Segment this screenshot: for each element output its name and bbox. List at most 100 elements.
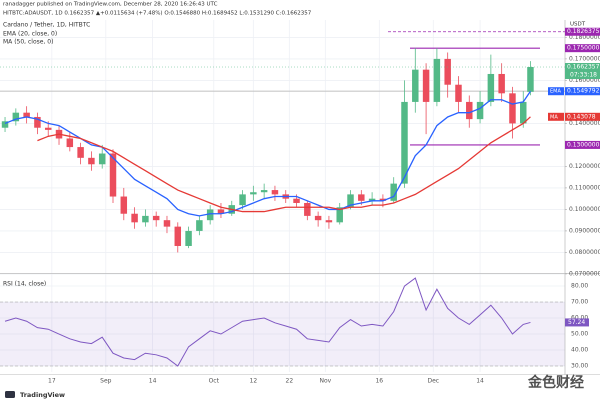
candle-body	[174, 226, 182, 246]
indicator-value-box	[565, 87, 600, 96]
legend-ema: EMA (20, close, 0)	[3, 31, 57, 38]
rsi-tick-label: 70.00	[571, 299, 588, 306]
candle-body	[336, 207, 343, 223]
candle-body	[66, 138, 74, 148]
candle-body	[379, 198, 387, 201]
candle-body	[23, 112, 30, 117]
candle-body	[250, 192, 257, 195]
indicator-line	[4, 90, 531, 217]
candle-body	[390, 183, 397, 201]
axes: 17 Sep 14 Oct 12 22 Nov 16 Dec 14 0.0700000 0.08000…	[48, 27, 600, 385]
indicator-tag: EMA	[550, 89, 561, 95]
indicator-tag-box	[548, 112, 564, 121]
candle-body	[88, 157, 95, 165]
x-tick-label: Sep	[100, 378, 112, 385]
level-label-box	[565, 140, 600, 149]
y-tick-label: 0.0800000	[569, 249, 600, 256]
candle-body	[44, 127, 52, 130]
x-tick-label: 12	[250, 378, 258, 385]
indicator-value-box	[565, 112, 600, 121]
rsi-value: 57.24	[568, 319, 585, 326]
watermark: 金色财经	[527, 374, 584, 391]
candle-body	[34, 116, 41, 128]
candle-body	[487, 73, 495, 102]
last-price-box	[565, 63, 600, 80]
last-price: 0.1662357	[567, 64, 600, 71]
candle-body	[120, 196, 128, 214]
candle-body	[293, 198, 300, 203]
candle-body	[304, 202, 311, 216]
rsi-band	[0, 302, 565, 367]
candle-body	[196, 220, 203, 231]
candle-body	[466, 101, 473, 120]
indicator-value: 0.1549792	[567, 88, 600, 95]
candle-body	[325, 220, 333, 223]
candle-body	[217, 209, 225, 214]
candle-body	[444, 58, 451, 85]
candle-body	[12, 112, 20, 122]
candle-body	[131, 213, 138, 223]
candle-body	[401, 101, 408, 184]
y-tick-label: 0.1700000	[569, 55, 600, 62]
candle-body	[509, 93, 516, 124]
x-tick-label: 14	[149, 378, 157, 385]
grid	[0, 20, 565, 372]
indicator-value: 0.143078	[567, 113, 596, 120]
indicator-tag-box	[548, 87, 564, 96]
level-label-box	[565, 44, 600, 53]
indicator-tag: MA	[550, 114, 558, 120]
candle-body	[271, 190, 279, 195]
candle-body	[142, 215, 149, 223]
candle-body	[527, 67, 534, 92]
candle-body	[98, 153, 106, 165]
rsi-tick-label: 30.00	[571, 363, 588, 370]
candle-body	[412, 69, 419, 102]
chart-title: Cardano / Tether, 1D, HITBTC	[3, 22, 90, 29]
y-tick-label: 0.1100000	[569, 184, 600, 191]
candle-body	[185, 230, 192, 246]
candle-body	[455, 84, 462, 102]
logo-icon	[5, 391, 15, 398]
x-tick-label: 17	[48, 378, 56, 385]
y-tick-label: 0.1000000	[569, 206, 600, 213]
rsi-tick-label: 60.00	[571, 315, 588, 322]
x-tick-label: 16	[375, 378, 383, 385]
legend-ma: MA (50, close, 0)	[3, 39, 53, 46]
currency: USDT	[570, 22, 586, 28]
candle-body	[314, 215, 322, 221]
indicator-line	[37, 116, 531, 213]
level-label: 0.1750000	[567, 45, 600, 52]
symbol-line: HITBTC:ADAUSDT, 1D 0.1662357 ▲+0.0115634…	[3, 11, 312, 17]
level-label: 0.1300000	[567, 141, 600, 148]
y-tick-label: 0.1200000	[569, 163, 600, 170]
rsi-title: RSI (14, close)	[3, 281, 46, 288]
candle-body	[109, 153, 117, 197]
candle-body	[206, 209, 214, 221]
last-price-timer: 07:33:18	[570, 72, 597, 79]
y-tick-label: 0.0900000	[569, 227, 600, 234]
y-tick-label: 0.1800000	[569, 34, 600, 41]
x-tick-label: 22	[286, 378, 294, 385]
level-label-box	[565, 27, 600, 36]
footer-logo: TradingView	[20, 391, 65, 399]
x-tick-label: Oct	[209, 378, 220, 385]
rsi-tick-label: 40.00	[571, 347, 588, 354]
candle-body	[347, 194, 354, 208]
candle-body	[476, 101, 484, 120]
candle-body	[239, 194, 246, 206]
candle-body	[358, 194, 365, 201]
candle-body	[1, 121, 9, 128]
x-tick-label: 14	[476, 378, 484, 385]
rsi-tick-label: 50.00	[571, 331, 588, 338]
level-label: 0.1826375	[567, 28, 600, 35]
y-tick-label: 0.1400000	[569, 120, 600, 127]
published-line: ranadagger published on TradingView.com,…	[3, 2, 218, 8]
candle-body	[152, 215, 160, 221]
candle-body	[520, 101, 527, 124]
candle-body	[368, 198, 376, 201]
candle-body	[260, 190, 268, 193]
rsi-line	[4, 277, 531, 367]
candle-body	[163, 220, 171, 227]
candle-body	[498, 73, 505, 94]
